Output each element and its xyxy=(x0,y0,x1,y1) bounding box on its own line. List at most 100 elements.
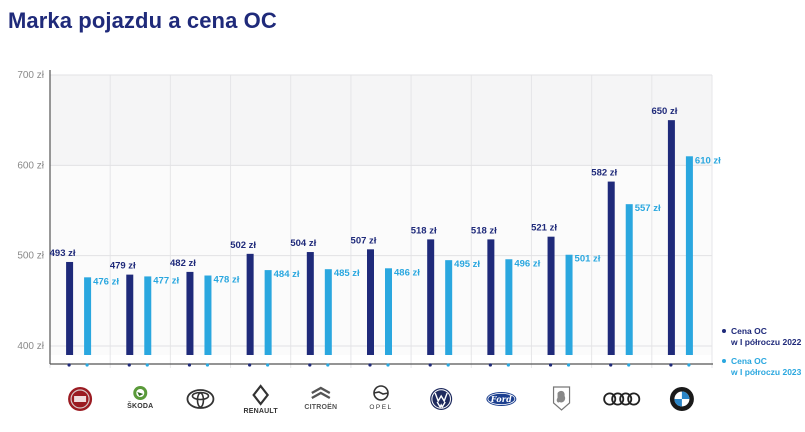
plot-background xyxy=(50,75,712,355)
legend-item-2022: Cena OC w I półroczu 2022 xyxy=(722,326,804,348)
bar-2023 xyxy=(445,260,453,355)
series-dots xyxy=(67,363,691,367)
bar-2022 xyxy=(246,253,254,355)
dot-2023 xyxy=(566,363,571,367)
bar-2022 xyxy=(367,249,374,355)
dot-2023 xyxy=(687,363,691,367)
dot-2023 xyxy=(446,363,450,367)
data-label-2023: 557 zł xyxy=(635,203,661,214)
peugeot-logo xyxy=(552,386,571,411)
legend-label-2023-line2: w I półroczu 2023 xyxy=(731,367,802,377)
dot-2022 xyxy=(308,363,312,367)
dot-2023 xyxy=(506,363,510,367)
data-label-2023: 486 zł xyxy=(394,267,420,278)
y-tick-label: 700 zł xyxy=(17,70,44,81)
fiat-logo xyxy=(68,387,93,411)
bar-2022 xyxy=(126,274,134,355)
y-tick-label: 500 zł xyxy=(17,251,44,262)
y-tick-label: 400 zł xyxy=(17,341,44,352)
page-title: Marka pojazdu a cena OC xyxy=(8,8,277,33)
data-label-2022: 518 zł xyxy=(411,225,437,236)
dot-2022 xyxy=(67,363,71,367)
bar-2023 xyxy=(144,276,152,355)
data-label-2022: 493 zł xyxy=(50,248,76,259)
data-label-2023: 478 zł xyxy=(213,275,239,286)
skoda-logo-text: ŠKODA xyxy=(127,401,153,410)
y-axis-ticks: 400 zł 500 zł 600 zł 700 zł xyxy=(17,70,44,352)
dot-2022 xyxy=(428,363,432,367)
bar-2023 xyxy=(385,268,392,355)
ford-logo-text: Ford xyxy=(490,394,512,404)
legend: Cena OC w I półroczu 2022 Cena OC w I pó… xyxy=(722,326,804,386)
dot-2022 xyxy=(548,363,553,367)
data-label-2023: 495 zł xyxy=(454,259,480,270)
bar-2023 xyxy=(565,254,573,355)
legend-label-2022-line1: Cena OC xyxy=(731,326,767,336)
legend-dot-2022 xyxy=(722,329,726,333)
data-label-2023: 476 zł xyxy=(93,276,119,287)
opel-logo: OPEL xyxy=(369,385,392,411)
bar-2022 xyxy=(427,239,435,355)
dot-2022 xyxy=(187,363,192,367)
bar-2023 xyxy=(204,275,212,355)
data-label-2023: 484 zł xyxy=(274,269,300,280)
dot-2022 xyxy=(488,363,492,367)
volkswagen-logo xyxy=(430,388,453,410)
dot-2023 xyxy=(326,363,330,367)
audi-logo xyxy=(603,392,641,406)
data-label-2022: 482 zł xyxy=(170,258,196,269)
dot-2023 xyxy=(145,363,149,367)
data-label-2022: 518 zł xyxy=(471,225,497,236)
bar-2022 xyxy=(66,261,74,355)
bar-2023 xyxy=(505,259,513,355)
bar-2022 xyxy=(487,239,495,355)
y-tick-label: 600 zł xyxy=(17,160,44,171)
bar-2023 xyxy=(685,156,693,355)
data-label-2023: 610 zł xyxy=(695,155,721,166)
data-label-2022: 582 zł xyxy=(591,168,617,179)
bar-2022 xyxy=(306,252,314,355)
citroen-logo: CITROËN xyxy=(304,386,337,411)
plot-band-bottom xyxy=(50,165,712,355)
ford-logo: Ford xyxy=(486,392,517,406)
data-label-2022: 502 zł xyxy=(230,240,256,251)
dot-2022 xyxy=(127,363,131,367)
data-label-2022: 650 zł xyxy=(651,106,677,117)
data-label-2023: 477 zł xyxy=(153,275,179,286)
dot-2023 xyxy=(627,363,631,367)
bar-2022 xyxy=(547,236,555,355)
dot-2023 xyxy=(386,363,390,367)
data-labels: 493 zł 476 zł 479 zł 477 zł 482 zł 478 zł 502 … xyxy=(50,106,722,287)
opel-logo-text: OPEL xyxy=(369,404,392,411)
dot-2023 xyxy=(205,363,210,367)
renault-logo-text: RENAULT xyxy=(243,408,278,415)
gridlines xyxy=(49,70,713,368)
legend-label-2022-line2: w I półroczu 2022 xyxy=(731,337,802,347)
bar-2023 xyxy=(84,277,92,355)
bar-2023 xyxy=(625,204,633,355)
dot-2022 xyxy=(669,363,673,367)
data-label-2022: 507 zł xyxy=(351,235,377,246)
dot-2023 xyxy=(266,363,270,367)
skoda-logo: ŠKODA xyxy=(127,386,153,410)
legend-dot-2023 xyxy=(722,359,726,363)
data-label-2023: 485 zł xyxy=(334,268,360,279)
plot-band-top xyxy=(50,75,712,166)
bar-2022 xyxy=(667,120,675,356)
bars xyxy=(66,120,693,356)
legend-item-2023: Cena OC w I półroczu 2023 xyxy=(722,356,804,378)
bmw-logo xyxy=(669,387,694,411)
toyota-logo xyxy=(186,389,215,409)
bar-2023 xyxy=(264,270,272,355)
citroen-logo-text: CITROËN xyxy=(304,403,337,411)
dot-2022 xyxy=(609,363,613,367)
dot-2022 xyxy=(368,363,372,367)
dot-2023 xyxy=(85,363,89,367)
data-label-2023: 496 zł xyxy=(514,258,540,269)
bar-2022 xyxy=(607,181,615,355)
renault-logo: RENAULT xyxy=(243,384,278,415)
data-label-2022: 479 zł xyxy=(110,261,136,272)
bar-2023 xyxy=(324,269,332,355)
